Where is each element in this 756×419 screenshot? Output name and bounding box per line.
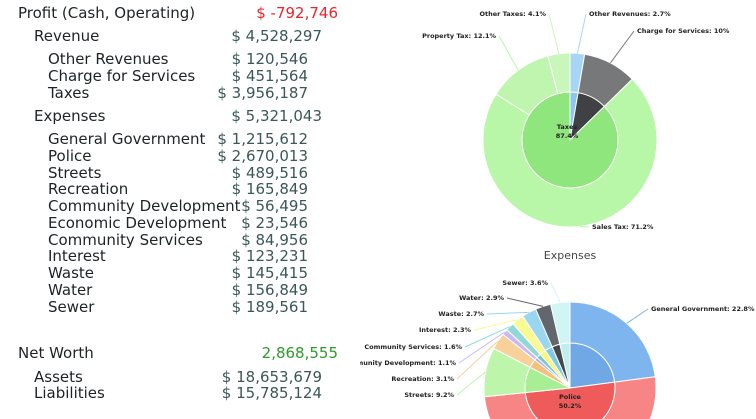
- leader-line: [498, 35, 519, 71]
- row-label: Interest: [48, 247, 106, 265]
- leader-line: [548, 13, 560, 54]
- row-label: Net Worth: [18, 344, 94, 362]
- row-label: Economic Development: [48, 214, 227, 232]
- row-label: Other Revenues: [48, 50, 169, 68]
- slice-label: Water: 2.9%: [459, 294, 504, 302]
- leader-line: [456, 340, 499, 380]
- slice-value: 87.4%: [556, 132, 579, 140]
- row-label: Revenue: [34, 27, 100, 45]
- summary-panel: Profit (Cash, Operating) $ -792,746 Revenu…: [0, 0, 360, 419]
- row-value: $ 1,215,612: [217, 130, 308, 148]
- slice-label: General Government: 22.8%: [651, 305, 755, 313]
- slice-label: Community Development: 1.1%: [360, 359, 456, 367]
- slice-label: Property Tax: 12.1%: [422, 32, 496, 40]
- slice-name: Taxes: [557, 123, 578, 131]
- row-label: Streets: [48, 164, 102, 182]
- row-label: Liabilities: [34, 384, 105, 402]
- row-value: $ -792,746: [256, 4, 338, 22]
- leader-line: [610, 30, 635, 64]
- row-value: $ 156,849: [231, 281, 308, 299]
- row-label: General Government: [48, 130, 206, 148]
- row-value: $ 189,561: [231, 298, 308, 316]
- slice-value: 50.2%: [559, 402, 582, 410]
- row-value: $ 489,516: [231, 164, 308, 182]
- row-label: Assets: [34, 368, 83, 386]
- row-label: Charge for Services: [48, 67, 196, 85]
- slice: [547, 52, 571, 95]
- slice-label: Other Revenues: 2.7%: [589, 10, 671, 18]
- row-value: $ 18,653,679: [221, 368, 322, 386]
- slice-label: Waste: 2.7%: [438, 310, 484, 318]
- chart-title: Expenses: [544, 249, 597, 262]
- row-value: $ 23,546: [241, 214, 308, 232]
- slice-name: Police: [559, 393, 582, 401]
- leader-line: [464, 326, 510, 348]
- leader-line: [576, 13, 587, 54]
- leader-line: [550, 282, 561, 303]
- slice-label: Recreation: 3.1%: [391, 375, 454, 383]
- row-label: Sewer: [48, 298, 95, 316]
- slice-label: Sewer: 3.6%: [502, 279, 548, 287]
- slice-label: Other Taxes: 4.1%: [480, 10, 547, 18]
- leader-line: [456, 371, 486, 396]
- row-value: $ 84,956: [241, 231, 308, 249]
- row-value: $ 120,546: [231, 50, 308, 68]
- slice: [569, 301, 656, 383]
- slice-label: Streets: 9.2%: [404, 391, 454, 399]
- slice-label: Community Services: 1.6%: [364, 343, 462, 351]
- slice-label: Sales Tax: 71.2%: [592, 223, 654, 231]
- row-label: Community Development: [48, 197, 241, 215]
- leader-line: [626, 308, 649, 324]
- slice: [550, 301, 571, 345]
- leader-line: [458, 331, 505, 364]
- row-value: 2,868,555: [261, 344, 338, 362]
- row-label: Recreation: [48, 180, 129, 198]
- slice-label: Charge for Services: 10%: [637, 27, 730, 35]
- leader-line: [506, 297, 544, 307]
- row-value: $ 123,231: [231, 247, 308, 265]
- row-value: $ 15,785,124: [221, 384, 322, 402]
- leader-line: [473, 319, 518, 331]
- row-label: Taxes: [48, 84, 90, 102]
- row-label: Waste: [48, 264, 94, 282]
- row-value: $ 4,528,297: [231, 27, 322, 45]
- row-value: $ 56,495: [241, 197, 308, 215]
- row-value: $ 451,564: [231, 67, 308, 85]
- slice: [482, 78, 658, 228]
- row-value: $ 5,321,043: [231, 107, 322, 125]
- slice-label: Interest: 2.3%: [419, 326, 472, 334]
- leader-line: [486, 311, 530, 315]
- leader-line: [579, 225, 590, 228]
- row-label: Expenses: [34, 107, 106, 125]
- row-value: $ 2,670,013: [217, 147, 308, 165]
- row-value: $ 3,956,187: [217, 84, 308, 102]
- row-label: Police: [48, 147, 92, 165]
- row-label: Community Services: [48, 231, 203, 249]
- row-value: $ 165,849: [231, 180, 308, 198]
- row-label: Profit (Cash, Operating): [18, 4, 196, 22]
- row-value: $ 145,415: [231, 264, 308, 282]
- row-label: Water: [48, 281, 93, 299]
